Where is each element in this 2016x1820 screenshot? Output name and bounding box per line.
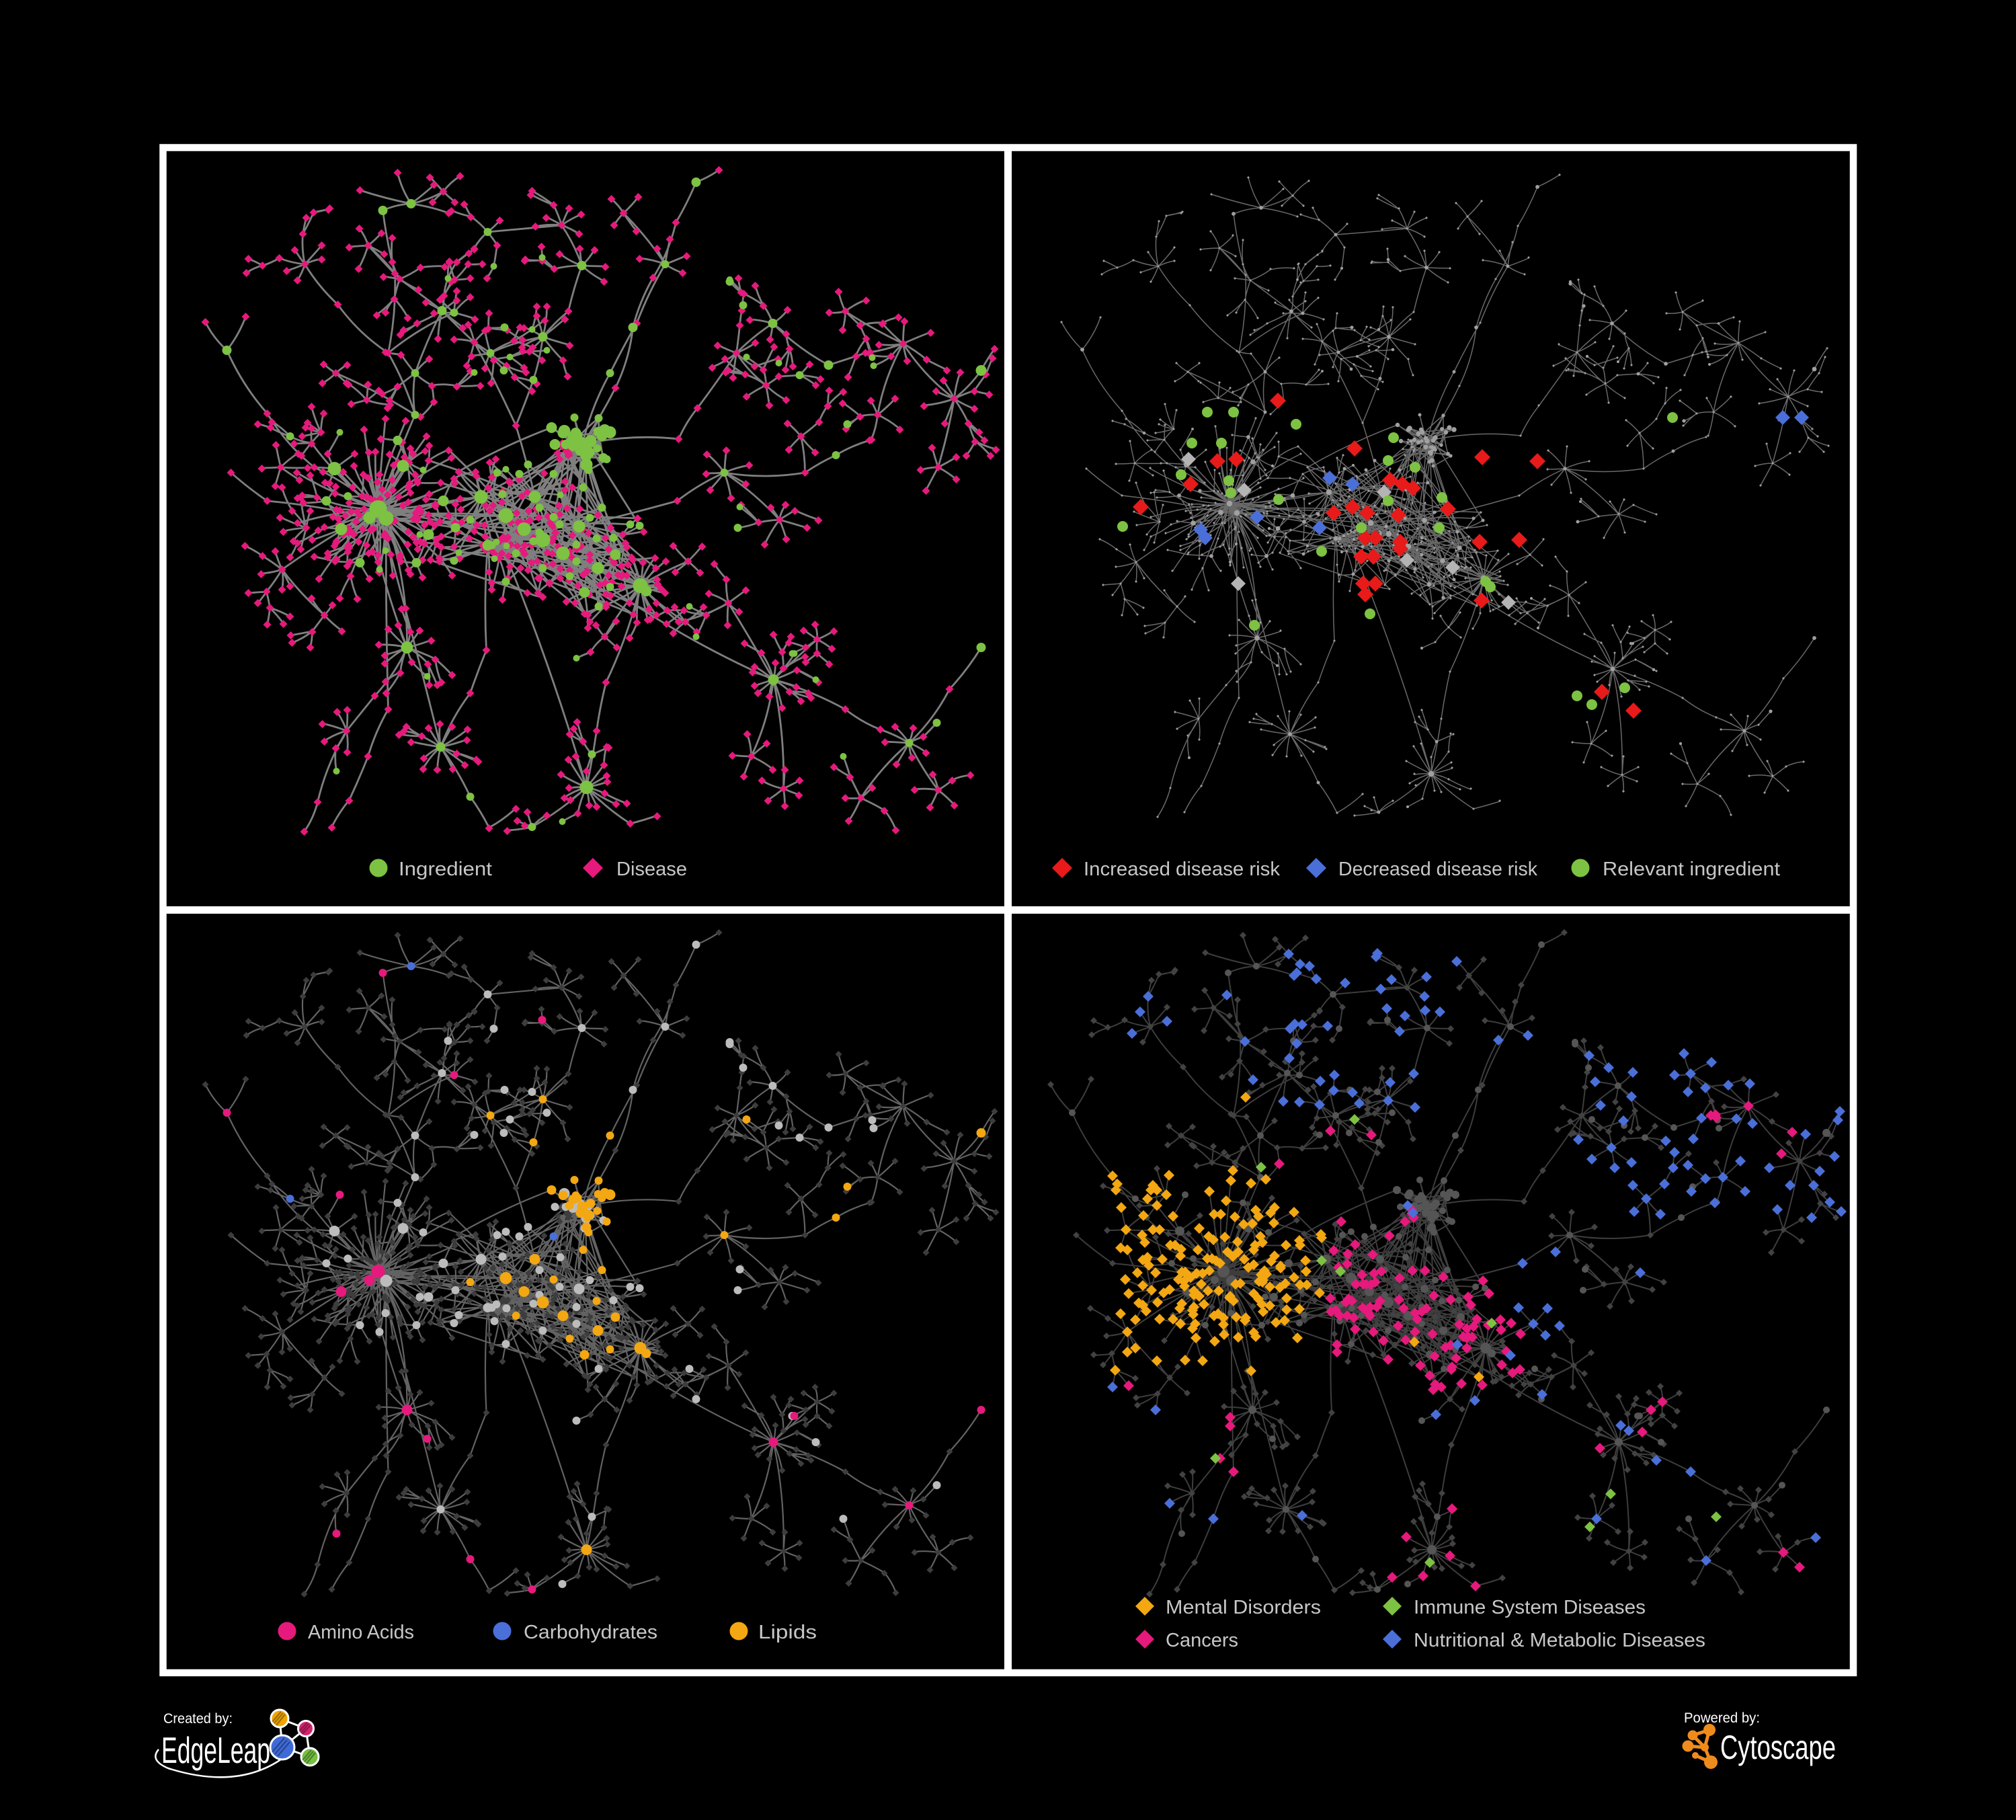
svg-text:Cytoscape: Cytoscape <box>1720 1729 1836 1766</box>
svg-text:Cancers: Cancers <box>1166 1630 1238 1651</box>
svg-text:Ingredient: Ingredient <box>399 859 492 880</box>
svg-text:Immune System Diseases: Immune System Diseases <box>1414 1597 1646 1618</box>
svg-text:Carbohydrates: Carbohydrates <box>524 1622 657 1643</box>
svg-text:Decreased disease risk: Decreased disease risk <box>1338 859 1537 880</box>
svg-text:Lipids: Lipids <box>758 1622 817 1643</box>
svg-text:Increased disease risk: Increased disease risk <box>1084 859 1281 880</box>
svg-text:Nutritional & Metabolic Diseas: Nutritional & Metabolic Diseases <box>1414 1630 1705 1651</box>
svg-text:Relevant ingredient: Relevant ingredient <box>1603 859 1780 880</box>
svg-text:Created by:: Created by: <box>163 1711 233 1727</box>
svg-text:Mental Disorders: Mental Disorders <box>1166 1597 1321 1618</box>
svg-text:Amino Acids: Amino Acids <box>308 1622 414 1643</box>
svg-text:EdgeLeap: EdgeLeap <box>161 1729 270 1771</box>
svg-text:Disease: Disease <box>616 859 687 880</box>
svg-text:Powered by:: Powered by: <box>1684 1710 1760 1726</box>
